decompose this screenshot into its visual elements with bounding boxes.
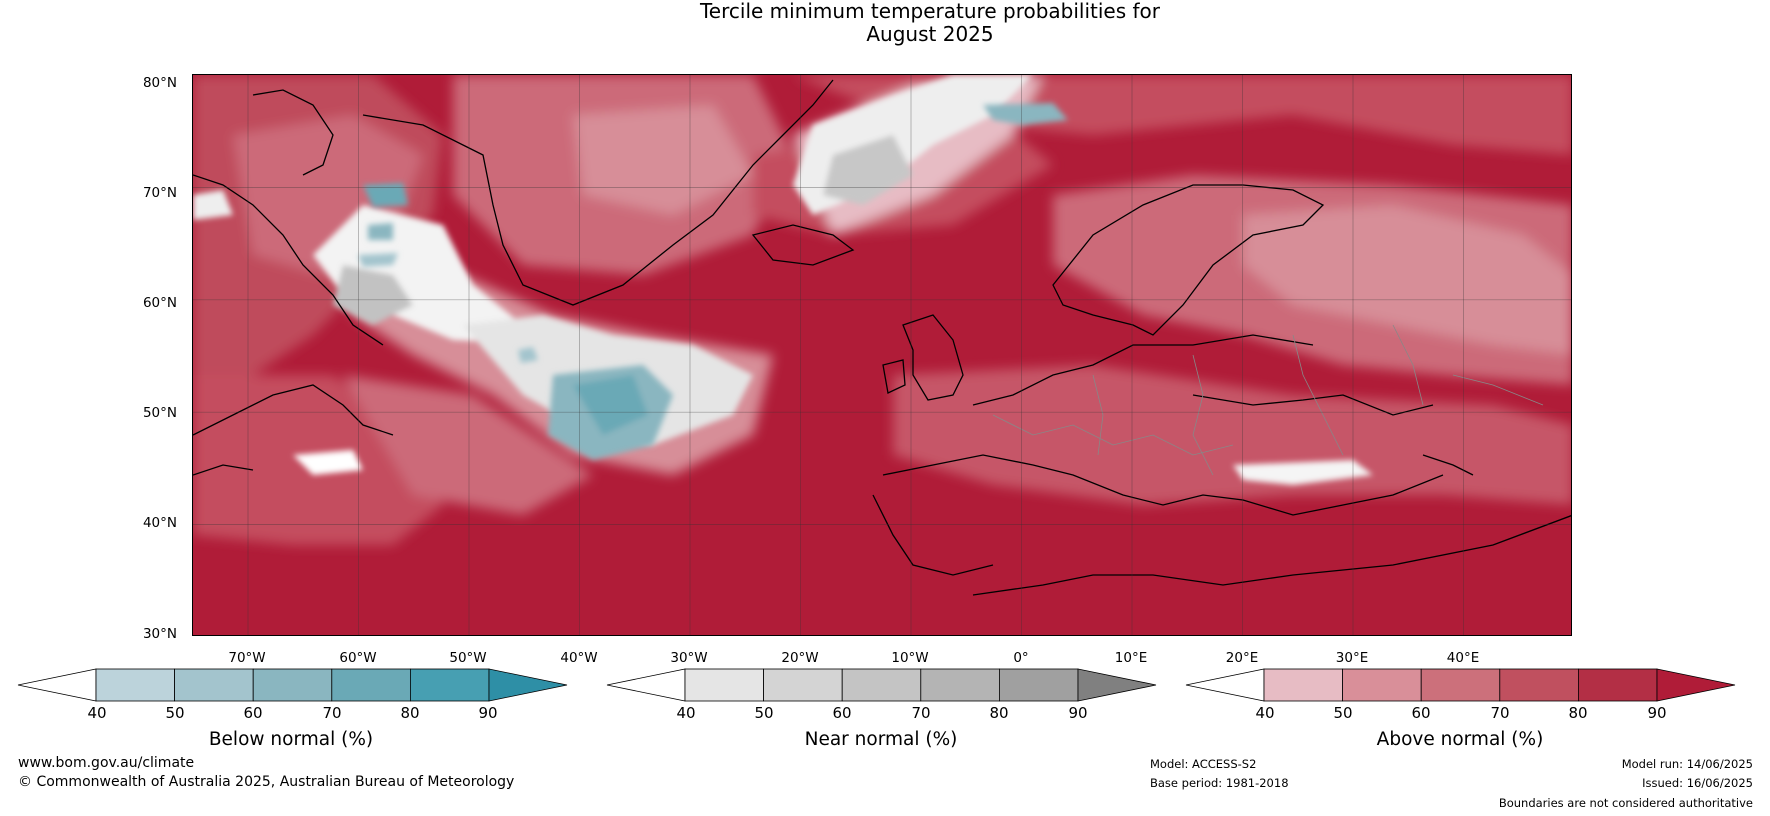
cbar-below-tick-50: 50: [165, 704, 185, 722]
lon-label-30e: 30°E: [1335, 650, 1369, 666]
colorbar-segment: [174, 668, 254, 702]
cbar-above-tick-80: 80: [1568, 704, 1588, 722]
lat-label-70n: 70°N: [142, 185, 177, 201]
colorbar-segment: [1499, 668, 1579, 702]
colorbar-title-near: Near normal (%): [804, 729, 958, 750]
cbar-below-tick-70: 70: [322, 704, 342, 722]
title-line-2: August 2025: [866, 22, 994, 46]
colorbar-segment: [841, 668, 922, 702]
colorbar-segment: [1263, 668, 1343, 702]
lon-label-30w: 30°W: [670, 650, 708, 666]
cbar-above-tick-60: 60: [1411, 704, 1431, 722]
lat-label-80n: 80°N: [142, 75, 177, 91]
footer-disclaimer: Boundaries are not considered authoritat…: [1498, 796, 1753, 810]
lat-label-40n: 40°N: [142, 515, 177, 531]
colorbar-title-below: Below normal (%): [208, 729, 374, 750]
colorbar-extend-high: [488, 668, 568, 702]
cbar-near-tick-60: 60: [832, 704, 852, 722]
lon-label-20w: 20°W: [781, 650, 819, 666]
colorbar-segment: [763, 668, 843, 702]
colorbar-extend-high: [1656, 668, 1736, 702]
footer-url: www.bom.gov.au/climate: [18, 755, 195, 771]
colorbar-segment: [920, 668, 1000, 702]
colorbar-segment: [1578, 668, 1658, 702]
colorbar-extend-low: [1185, 668, 1265, 702]
lon-label-10e: 10°E: [1114, 650, 1148, 666]
map-canvas: [193, 75, 1571, 635]
lon-label-20e: 20°E: [1225, 650, 1259, 666]
lon-label-60w: 60°W: [339, 650, 377, 666]
cbar-above-tick-50: 50: [1333, 704, 1353, 722]
colorbar-segment: [999, 668, 1079, 702]
colorbar-extend-high: [1077, 668, 1157, 702]
lon-label-40e: 40°E: [1446, 650, 1480, 666]
lat-label-30n: 30°N: [142, 626, 177, 642]
lat-label-60n: 60°N: [142, 295, 177, 311]
footer-model-run: Model run: 14/06/2025: [1621, 757, 1753, 771]
colorbar-segment: [1342, 668, 1422, 702]
lon-label-50w: 50°W: [449, 650, 487, 666]
coastlines: [193, 79, 1571, 596]
cbar-above-tick-40: 40: [1255, 704, 1275, 722]
colorbar-extend-low: [606, 668, 686, 702]
cbar-below-tick-90: 90: [478, 704, 498, 722]
colorbar-title-above: Above normal (%): [1376, 729, 1544, 750]
lon-label-10w: 10°W: [891, 650, 929, 666]
colorbar-near-normal: [606, 668, 1157, 702]
colorbar-segment: [684, 668, 764, 702]
footer-base-period: Base period: 1981-2018: [1150, 776, 1289, 790]
footer-copyright: © Commonwealth of Australia 2025, Austra…: [18, 774, 515, 790]
cbar-below-tick-40: 40: [87, 704, 107, 722]
cbar-below-tick-80: 80: [400, 704, 420, 722]
colorbar-below-normal: [17, 668, 568, 702]
footer-model: Model: ACCESS-S2: [1150, 757, 1257, 771]
cbar-near-tick-80: 80: [989, 704, 1009, 722]
lon-label-40w: 40°W: [560, 650, 598, 666]
colorbar-strips: [17, 668, 1736, 702]
chart-title: Tercile minimum temperature probabilitie…: [0, 0, 1770, 46]
cbar-near-tick-90: 90: [1068, 704, 1088, 722]
colorbar-segment: [331, 668, 411, 702]
graticule: [193, 75, 1571, 635]
colorbar-segment: [1420, 668, 1501, 702]
lon-label-70w: 70°W: [228, 650, 266, 666]
lat-label-50n: 50°N: [142, 405, 177, 421]
cbar-near-tick-50: 50: [754, 704, 774, 722]
cbar-above-tick-70: 70: [1490, 704, 1510, 722]
colorbar-segment: [409, 668, 490, 702]
colorbar-segment: [95, 668, 175, 702]
probability-map: [192, 74, 1572, 636]
colorbar-extend-low: [17, 668, 97, 702]
footer-issued: Issued: 16/06/2025: [1642, 776, 1753, 790]
colorbar-above-normal: [1185, 668, 1736, 702]
below-normal-field: [358, 103, 1068, 460]
borders: [992, 324, 1544, 476]
colorbar-segment: [252, 668, 333, 702]
cbar-near-tick-70: 70: [911, 704, 931, 722]
title-line-1: Tercile minimum temperature probabilitie…: [699, 0, 1161, 23]
lon-label-0: 0°: [1013, 650, 1029, 666]
cbar-above-tick-90: 90: [1647, 704, 1667, 722]
cbar-below-tick-60: 60: [243, 704, 263, 722]
cbar-near-tick-40: 40: [676, 704, 696, 722]
